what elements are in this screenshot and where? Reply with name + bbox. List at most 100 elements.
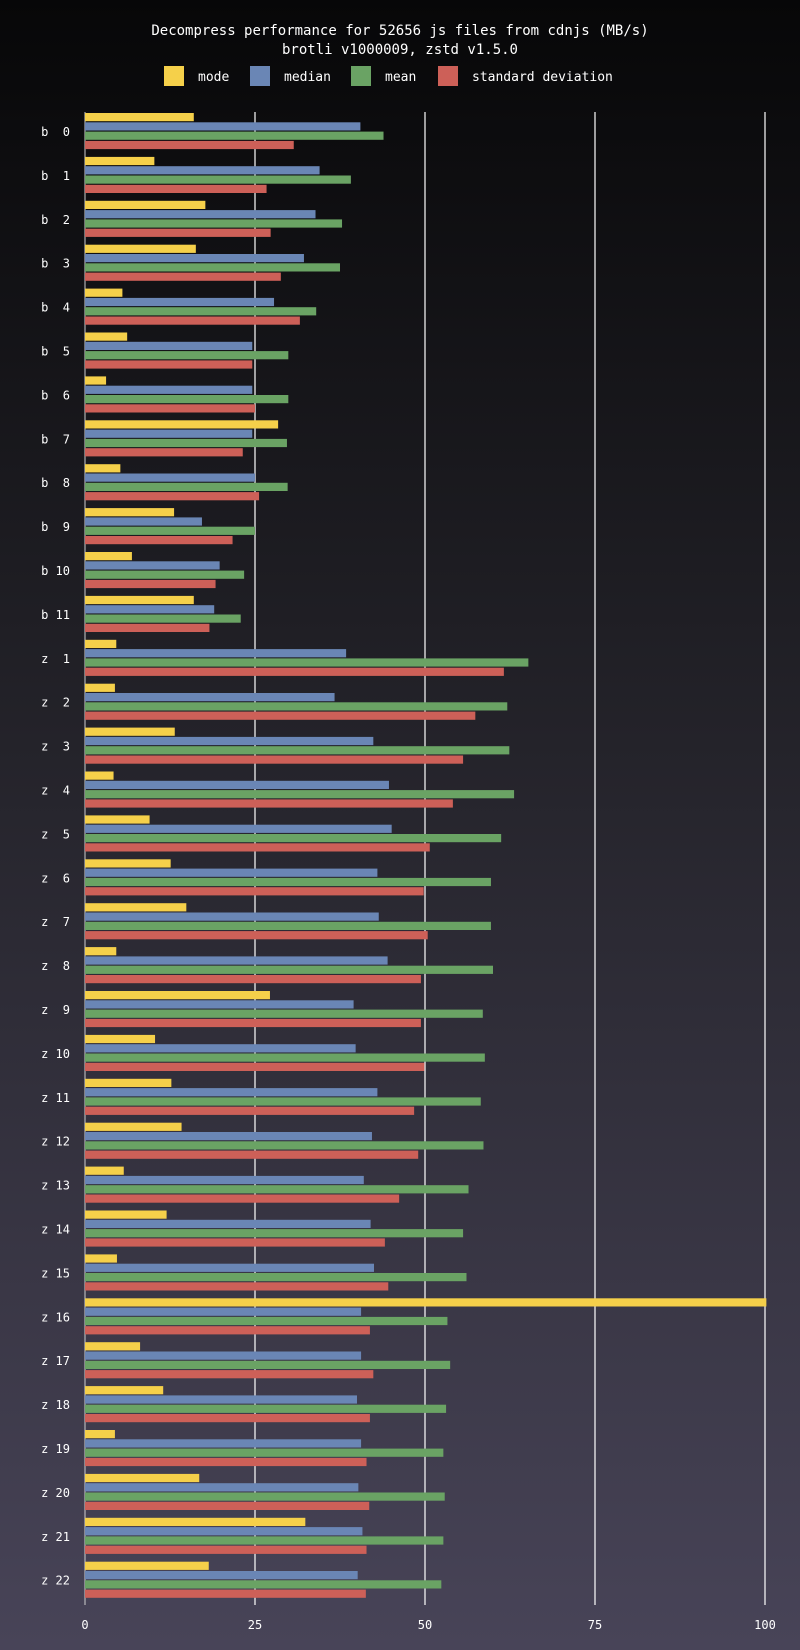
bar-standard-deviation-z-15: [85, 1282, 389, 1291]
bar-median-z-7: [85, 912, 379, 921]
bar-median-z-13: [85, 1175, 364, 1185]
bar-mean-z-21: [85, 1536, 444, 1545]
y-tick-label: b 10: [41, 564, 70, 578]
bar-median-b-6: [85, 385, 253, 394]
bar-mode-b-11: [85, 595, 194, 605]
y-tick-label: z 15: [41, 1266, 70, 1280]
bar-mode-b-2: [85, 200, 206, 209]
x-axis-labels: 0 25 50 75 100: [81, 1618, 775, 1632]
bar-mean-z-5: [85, 834, 502, 843]
bar-standard-deviation-b-1: [85, 184, 267, 193]
bar-mean-z-13: [85, 1185, 469, 1194]
bar-median-z-18: [85, 1395, 357, 1404]
y-tick-label: z 3: [41, 740, 70, 754]
bar-mean-z-12: [85, 1141, 484, 1150]
bar-median-z-16: [85, 1307, 362, 1316]
bar-mean-z-17: [85, 1360, 451, 1369]
bar-mode-z-15: [85, 1254, 117, 1263]
legend-swatch-mean: [351, 66, 371, 86]
y-tick-label: b 8: [41, 476, 70, 490]
bar-median-z-9: [85, 1000, 354, 1009]
bar-mean-z-15: [85, 1273, 467, 1282]
bar-mean-b-4: [85, 307, 317, 316]
bar-mode-z-20: [85, 1473, 200, 1483]
bar-median-z-17: [85, 1351, 362, 1360]
legend: mode median mean standard deviation: [164, 66, 613, 86]
y-tick-label: b 6: [41, 388, 70, 402]
bar-mean-z-3: [85, 746, 510, 755]
bar-mode-z-12: [85, 1122, 182, 1131]
bar-mode-z-11: [85, 1078, 172, 1087]
y-tick-label: z 2: [41, 696, 70, 710]
bar-mode-b-7: [85, 420, 279, 429]
bar-mean-z-22: [85, 1580, 442, 1589]
bar-median-z-8: [85, 956, 388, 965]
bar-mode-z-18: [85, 1386, 164, 1395]
legend-label-mode: mode: [198, 70, 229, 85]
bar-mean-z-4: [85, 790, 515, 799]
bar-standard-deviation-z-18: [85, 1414, 370, 1423]
bar-mean-z-19: [85, 1448, 444, 1457]
bar-standard-deviation-z-17: [85, 1370, 374, 1379]
bar-mode-z-22: [85, 1561, 209, 1570]
bar-mean-z-6: [85, 877, 491, 887]
bar-mode-z-10: [85, 1034, 156, 1044]
bar-standard-deviation-b-6: [85, 404, 255, 413]
bar-standard-deviation-b-5: [85, 360, 253, 369]
y-tick-label: z 13: [41, 1179, 70, 1193]
bar-standard-deviation-b-4: [85, 316, 300, 325]
y-axis-labels: b 0 b 1 b 2 b 3 b 4 b 5 b 6 b 7 b 8 b 9 b 10 b 11 z …: [41, 125, 70, 1588]
bar-mean-b-2: [85, 219, 343, 228]
bar-median-b-3: [85, 254, 304, 263]
bar-mean-z-11: [85, 1097, 481, 1106]
bar-standard-deviation-z-10: [85, 1062, 425, 1071]
y-tick-label: b 7: [41, 432, 70, 446]
bar-median-b-2: [85, 210, 316, 219]
bar-median-z-21: [85, 1527, 363, 1536]
bar-mode-z-1: [85, 639, 117, 648]
legend-swatch-median: [250, 66, 270, 86]
bar-mode-z-5: [85, 815, 150, 824]
bar-standard-deviation-z-12: [85, 1150, 419, 1159]
bar-mean-b-11: [85, 614, 241, 623]
y-tick-label: b 4: [41, 301, 70, 315]
y-tick-label: z 20: [41, 1486, 70, 1500]
bar-median-z-4: [85, 780, 389, 789]
legend-label-median: median: [284, 70, 331, 85]
bar-median-z-5: [85, 824, 392, 833]
bar-standard-deviation-z-2: [85, 711, 476, 720]
bar-mean-b-10: [85, 570, 245, 579]
y-tick-label: b 11: [41, 608, 70, 622]
bar-median-z-12: [85, 1132, 372, 1141]
y-tick-label: z 12: [41, 1135, 70, 1149]
x-tick-label-100: 100: [754, 1618, 776, 1632]
bar-mode-b-6: [85, 376, 107, 385]
bar-median-b-9: [85, 517, 202, 526]
bar-mean-b-1: [85, 175, 351, 184]
x-tick-label-50: 50: [418, 1618, 432, 1632]
bar-mean-z-14: [85, 1229, 464, 1238]
bar-median-z-14: [85, 1219, 371, 1228]
y-tick-label: z 18: [41, 1398, 70, 1412]
y-tick-label: z 10: [41, 1047, 70, 1061]
y-tick-label: z 22: [41, 1574, 70, 1588]
bar-median-b-10: [85, 561, 220, 570]
bar-mode-z-6: [85, 859, 171, 868]
y-tick-label: z 14: [41, 1223, 70, 1237]
bar-mode-z-16: [85, 1298, 767, 1307]
bar-standard-deviation-z-20: [85, 1501, 370, 1510]
y-tick-label: b 3: [41, 257, 70, 271]
bar-mode-b-1: [85, 156, 155, 166]
x-tick-label-75: 75: [588, 1618, 602, 1632]
bar-mean-b-7: [85, 438, 287, 448]
bar-standard-deviation-z-5: [85, 843, 430, 852]
bar-standard-deviation-b-11: [85, 623, 210, 632]
bar-median-b-8: [85, 473, 255, 482]
bar-standard-deviation-z-13: [85, 1194, 400, 1203]
y-tick-label: z 8: [41, 959, 70, 973]
bar-median-z-6: [85, 868, 378, 877]
bar-mean-z-1: [85, 658, 529, 667]
y-tick-label: b 0: [41, 125, 70, 139]
bar-standard-deviation-z-9: [85, 1018, 421, 1028]
